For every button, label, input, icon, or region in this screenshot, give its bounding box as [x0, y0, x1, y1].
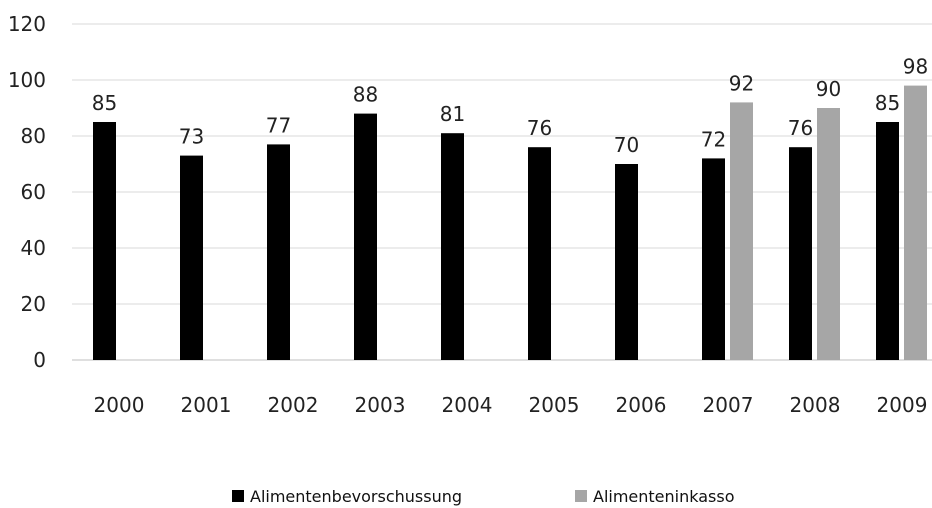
data-label-alimentenbevorschussung-2006: 70	[614, 133, 639, 157]
data-label-alimentenbevorschussung-2000: 85	[92, 91, 117, 115]
data-label-alimenteninkasso-2008: 90	[816, 77, 841, 101]
bar-alimentenbevorschussung-2006	[615, 164, 638, 360]
data-label-alimentenbevorschussung-2005: 76	[527, 116, 552, 140]
data-label-alimentenbevorschussung-2003: 88	[353, 83, 378, 107]
data-label-alimentenbevorschussung-2009: 85	[875, 91, 900, 115]
y-axis-ticks: 0 20 40 60 80 100 120	[8, 12, 46, 372]
y-tick-label-0: 0	[33, 348, 46, 372]
gridlines	[72, 23, 932, 361]
data-label-alimentenbevorschussung-2002: 77	[266, 113, 291, 137]
y-tick-label-40: 40	[21, 236, 46, 260]
legend-swatch-alimenteninkasso	[575, 490, 587, 502]
x-tick-label-2007: 2007	[703, 393, 754, 417]
bar-alimenteninkasso-2009	[904, 85, 927, 360]
y-tick-label-60: 60	[21, 180, 46, 204]
data-label-alimenteninkasso-2009: 98	[903, 55, 928, 79]
bar-alimentenbevorschussung-2003	[354, 113, 377, 360]
x-tick-label-2005: 2005	[529, 393, 580, 417]
bar-alimentenbevorschussung-2008	[789, 147, 812, 360]
data-label-alimentenbevorschussung-2004: 81	[440, 102, 465, 126]
legend-swatch-alimentenbevorschussung	[232, 490, 244, 502]
legend: Alimentenbevorschussung Alimenteninkasso	[232, 487, 735, 506]
x-axis-ticks: 2000 2001 2002 2003 2004 2005 2006 2007 2008 2009	[94, 393, 928, 417]
x-tick-label-2004: 2004	[442, 393, 493, 417]
x-tick-label-2003: 2003	[355, 393, 406, 417]
data-label-alimentenbevorschussung-2007: 72	[701, 127, 726, 151]
x-tick-label-2001: 2001	[181, 393, 232, 417]
bars	[93, 85, 927, 361]
bar-alimentenbevorschussung-2009	[876, 122, 899, 360]
bar-alimenteninkasso-2008	[817, 108, 840, 360]
y-tick-label-100: 100	[8, 68, 46, 92]
data-label-alimenteninkasso-2007: 92	[729, 71, 754, 95]
legend-label-alimentenbevorschussung: Alimentenbevorschussung	[250, 487, 462, 506]
bar-alimentenbevorschussung-2004	[441, 133, 464, 360]
bar-alimentenbevorschussung-2002	[267, 144, 290, 360]
bar-alimentenbevorschussung-2000	[93, 122, 116, 360]
legend-label-alimenteninkasso: Alimenteninkasso	[593, 487, 735, 506]
x-tick-label-2009: 2009	[877, 393, 928, 417]
y-tick-label-20: 20	[21, 292, 46, 316]
x-tick-label-2008: 2008	[790, 393, 841, 417]
data-label-alimentenbevorschussung-2008: 76	[788, 116, 813, 140]
bar-alimentenbevorschussung-2007	[702, 158, 725, 360]
x-tick-label-2000: 2000	[94, 393, 145, 417]
bar-alimenteninkasso-2007	[730, 102, 753, 361]
y-tick-label-80: 80	[21, 124, 46, 148]
x-tick-label-2002: 2002	[268, 393, 319, 417]
bar-alimentenbevorschussung-2005	[528, 147, 551, 360]
y-tick-label-120: 120	[8, 12, 46, 36]
data-label-alimentenbevorschussung-2001: 73	[179, 125, 204, 149]
x-tick-label-2006: 2006	[616, 393, 667, 417]
bar-alimentenbevorschussung-2001	[180, 155, 203, 360]
